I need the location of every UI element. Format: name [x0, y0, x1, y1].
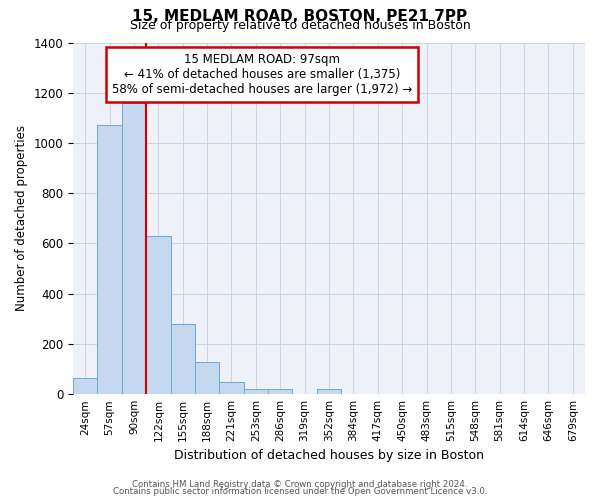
Text: Contains HM Land Registry data © Crown copyright and database right 2024.: Contains HM Land Registry data © Crown c…: [132, 480, 468, 489]
Bar: [268, 389, 292, 394]
Bar: [195, 362, 220, 394]
Bar: [244, 389, 268, 394]
Text: 15, MEDLAM ROAD, BOSTON, PE21 7PP: 15, MEDLAM ROAD, BOSTON, PE21 7PP: [133, 9, 467, 24]
Bar: [220, 382, 244, 394]
Bar: [170, 324, 195, 394]
Bar: [97, 126, 122, 394]
Text: Contains public sector information licensed under the Open Government Licence v3: Contains public sector information licen…: [113, 487, 487, 496]
X-axis label: Distribution of detached houses by size in Boston: Distribution of detached houses by size …: [174, 450, 484, 462]
Bar: [122, 103, 146, 394]
Text: 15 MEDLAM ROAD: 97sqm
← 41% of detached houses are smaller (1,375)
58% of semi-d: 15 MEDLAM ROAD: 97sqm ← 41% of detached …: [112, 53, 413, 96]
Text: Size of property relative to detached houses in Boston: Size of property relative to detached ho…: [130, 19, 470, 32]
Bar: [317, 389, 341, 394]
Bar: [73, 378, 97, 394]
Bar: [146, 236, 170, 394]
Y-axis label: Number of detached properties: Number of detached properties: [15, 126, 28, 312]
